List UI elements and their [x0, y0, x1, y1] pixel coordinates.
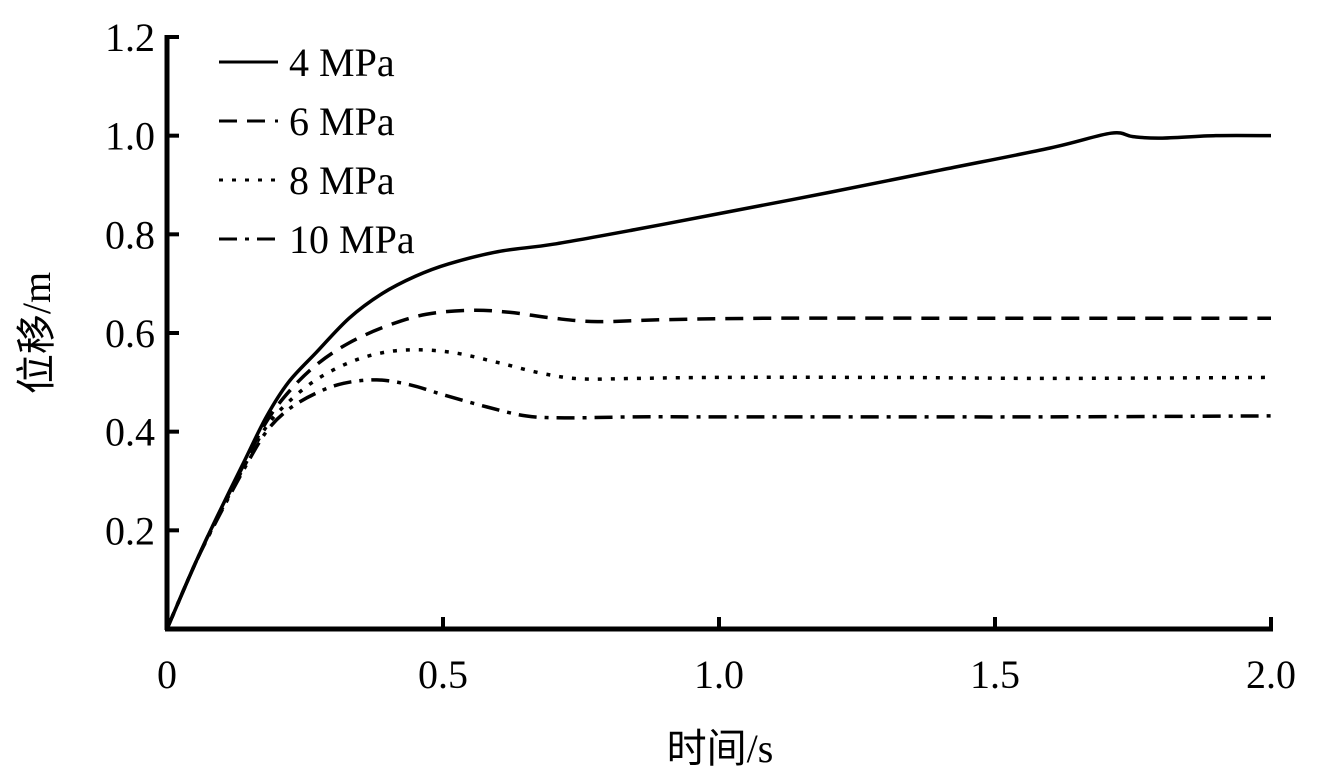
- legend-label: 8 MPa: [289, 158, 395, 203]
- y-axis-title: 位移/m: [14, 272, 59, 394]
- x-tick-label: 1.5: [970, 652, 1020, 697]
- y-tick-label: 0.8: [105, 212, 155, 257]
- series-line-8-mpa: [165, 348, 1272, 630]
- series-line-10-mpa: [165, 378, 1272, 630]
- x-axis-title: 时间/s: [667, 726, 774, 771]
- x-tick-label: 0: [157, 652, 177, 697]
- ticks: 0 0.5 1.0 1.5 2.0 0.2 0.4 0.6 0.8 1.0 1.2: [105, 15, 1296, 697]
- legend: 4 MPa 6 MPa 8 MPa 10 MPa: [219, 40, 415, 262]
- legend-label: 6 MPa: [289, 99, 395, 144]
- y-tick-label: 0.2: [105, 508, 155, 553]
- legend-label: 4 MPa: [289, 40, 395, 85]
- series-line-4-mpa: [165, 131, 1272, 630]
- series-layer: [165, 131, 1272, 630]
- x-tick-label: 0.5: [418, 652, 468, 697]
- y-tick-label: 0.4: [105, 410, 155, 455]
- x-tick-label: 1.0: [694, 652, 744, 697]
- series-line-6-mpa: [165, 308, 1271, 630]
- y-tick-label: 0.6: [105, 311, 155, 356]
- x-tick-label: 2.0: [1246, 652, 1296, 697]
- y-tick-label: 1.0: [105, 114, 155, 159]
- y-tick-label: 1.2: [105, 15, 155, 60]
- legend-label: 10 MPa: [289, 217, 415, 262]
